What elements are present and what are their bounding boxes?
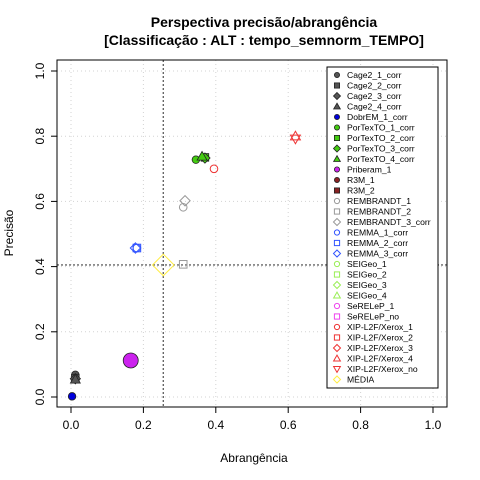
- legend-label-rembrandt-3-corr: REMBRANDT_3_corr: [347, 217, 431, 227]
- legend-marker-r3m-2: [333, 187, 340, 194]
- legend-marker-cage2-4-corr: [332, 102, 342, 110]
- data-points: [67, 130, 302, 401]
- legend-label-cage2-2-corr: Cage2_2_corr: [347, 81, 402, 91]
- legend-marker-remma-3-corr: [332, 249, 342, 258]
- y-tick-label: 0.8: [33, 128, 47, 145]
- legend-marker-xip-l2f-xerox-4: [332, 354, 342, 362]
- legend-label-serelep-1: SeRELeP_1: [347, 301, 395, 311]
- legend-label-cage2-1-corr: Cage2_1_corr: [347, 70, 402, 80]
- x-tick-label: 0.6: [280, 418, 297, 432]
- legend-label-portexto-3-corr: PorTexTO_3_corr: [347, 144, 415, 154]
- legend-box: [326, 66, 439, 389]
- legend-marker-seigeo-2: [333, 271, 341, 278]
- legend-label-xip-l2f-xerox-no: XIP-L2F/Xerox_no: [347, 364, 418, 374]
- legend-label-priberam-1: Priberam_1: [347, 165, 392, 175]
- legend-marker-dobrem-1-corr: [333, 114, 340, 121]
- legend-marker-xip-l2f-xerox-3: [332, 343, 342, 353]
- legend-marker-r3m-1: [333, 176, 340, 183]
- legend-label-dobrem-1-corr: DobrEM_1_corr: [347, 112, 408, 122]
- point-dobrem-1-corr: [67, 392, 77, 401]
- legend-marker-remma-2-corr: [333, 239, 341, 247]
- legend-label-remma-3-corr: REMMA_3_corr: [347, 249, 408, 259]
- x-tick-label: 0.8: [352, 418, 369, 432]
- legend-marker-rembrandt-3-corr: [332, 217, 342, 227]
- legend-label-r3m-2: R3M_2: [347, 186, 375, 196]
- x-axis-label: Abrangência: [220, 451, 288, 465]
- legend-marker-rembrandt-2: [333, 208, 341, 215]
- legend-label-seigeo-1: SEIGeo_1: [347, 259, 387, 269]
- x-tick-label: 0.2: [135, 418, 152, 432]
- point-m-dia: [151, 253, 175, 277]
- plot-frame: [56, 59, 448, 408]
- legend-label-rembrandt-1: REMBRANDT_1: [347, 196, 411, 206]
- legend-label-xip-l2f-xerox-4: XIP-L2F/Xerox_4: [347, 354, 413, 364]
- legend-marker-cage2-1-corr: [333, 72, 340, 79]
- x-tick-label: 0.0: [63, 418, 80, 432]
- legend-marker-cage2-3-corr: [332, 91, 342, 101]
- legend-label-cage2-4-corr: Cage2_4_corr: [347, 102, 402, 112]
- point-rembrandt-2: [178, 260, 188, 269]
- point-priberam-1: [122, 352, 139, 369]
- legend-label-portexto-2-corr: PorTexTO_2_corr: [347, 133, 415, 143]
- legend-marker-portexto-1-corr: [333, 124, 340, 131]
- y-tick-label: 0.0: [33, 388, 47, 405]
- legend-marker-serelep-1: [333, 302, 341, 310]
- legend-marker-rembrandt-1: [333, 197, 341, 205]
- point-rembrandt-3-corr: [179, 194, 191, 207]
- legend-marker-xip-l2f-xerox-no: [332, 365, 342, 374]
- legend-label-m-dia: MÉDIA: [347, 375, 374, 385]
- y-tick-label: 0.4: [33, 258, 47, 275]
- x-tick-label: 1.0: [425, 418, 442, 432]
- chart-title-line-2: [Classificação : ALT : tempo_semnorm_TEM…: [104, 32, 424, 48]
- legend-label-remma-2-corr: REMMA_2_corr: [347, 238, 408, 248]
- legend-marker-cage2-2-corr: [333, 82, 340, 89]
- legend: Cage2_1_corrCage2_2_corrCage2_3_corrCage…: [326, 66, 439, 389]
- legend-label-portexto-1-corr: PorTexTO_1_corr: [347, 123, 415, 133]
- legend-marker-xip-l2f-xerox-1: [333, 323, 341, 331]
- legend-label-remma-1-corr: REMMA_1_corr: [347, 228, 408, 238]
- point-xip-l2f-xerox-1: [209, 164, 219, 174]
- legend-label-xip-l2f-xerox-3: XIP-L2F/Xerox_3: [347, 343, 413, 353]
- y-tick-label: 1.0: [33, 62, 47, 79]
- legend-marker-portexto-2-corr: [333, 134, 340, 141]
- legend-marker-priberam-1: [333, 166, 340, 173]
- point-portexto-4-corr: [196, 150, 208, 161]
- x-tick-label: 0.4: [207, 418, 224, 432]
- legend-label-xip-l2f-xerox-2: XIP-L2F/Xerox_2: [347, 333, 413, 343]
- legend-marker-m-dia: [332, 375, 342, 384]
- legend-label-cage2-3-corr: Cage2_3_corr: [347, 91, 402, 101]
- legend-label-rembrandt-2: REMBRANDT_2: [347, 207, 411, 217]
- legend-marker-xip-l2f-xerox-2: [333, 334, 341, 341]
- legend-label-seigeo-2: SEIGeo_2: [347, 270, 387, 280]
- y-axis-label: Precisão: [2, 209, 16, 256]
- legend-marker-seigeo-3: [332, 280, 342, 290]
- legend-label-r3m-1: R3M_1: [347, 175, 375, 185]
- legend-label-seigeo-4: SEIGeo_4: [347, 291, 387, 301]
- chart-title-line-1: Perspectiva precisão/abrangência: [151, 14, 378, 30]
- legend-marker-seigeo-1: [333, 260, 341, 268]
- point-xip-l2f-xerox-no: [289, 134, 302, 145]
- legend-marker-seigeo-4: [332, 291, 342, 299]
- y-tick-label: 0.6: [33, 193, 47, 210]
- legend-marker-portexto-4-corr: [332, 154, 342, 162]
- point-cage2-4-corr: [69, 373, 81, 384]
- legend-label-seigeo-3: SEIGeo_3: [347, 280, 387, 290]
- y-tick-label: 0.2: [33, 323, 47, 340]
- point-remma-3-corr: [129, 242, 142, 254]
- legend-label-xip-l2f-xerox-1: XIP-L2F/Xerox_1: [347, 322, 413, 332]
- legend-label-portexto-4-corr: PorTexTO_4_corr: [347, 154, 415, 164]
- legend-marker-portexto-3-corr: [332, 144, 342, 153]
- legend-label-serelep-no: SeRELeP_no: [347, 312, 399, 322]
- legend-marker-serelep-no: [333, 313, 341, 320]
- legend-marker-remma-1-corr: [333, 229, 341, 236]
